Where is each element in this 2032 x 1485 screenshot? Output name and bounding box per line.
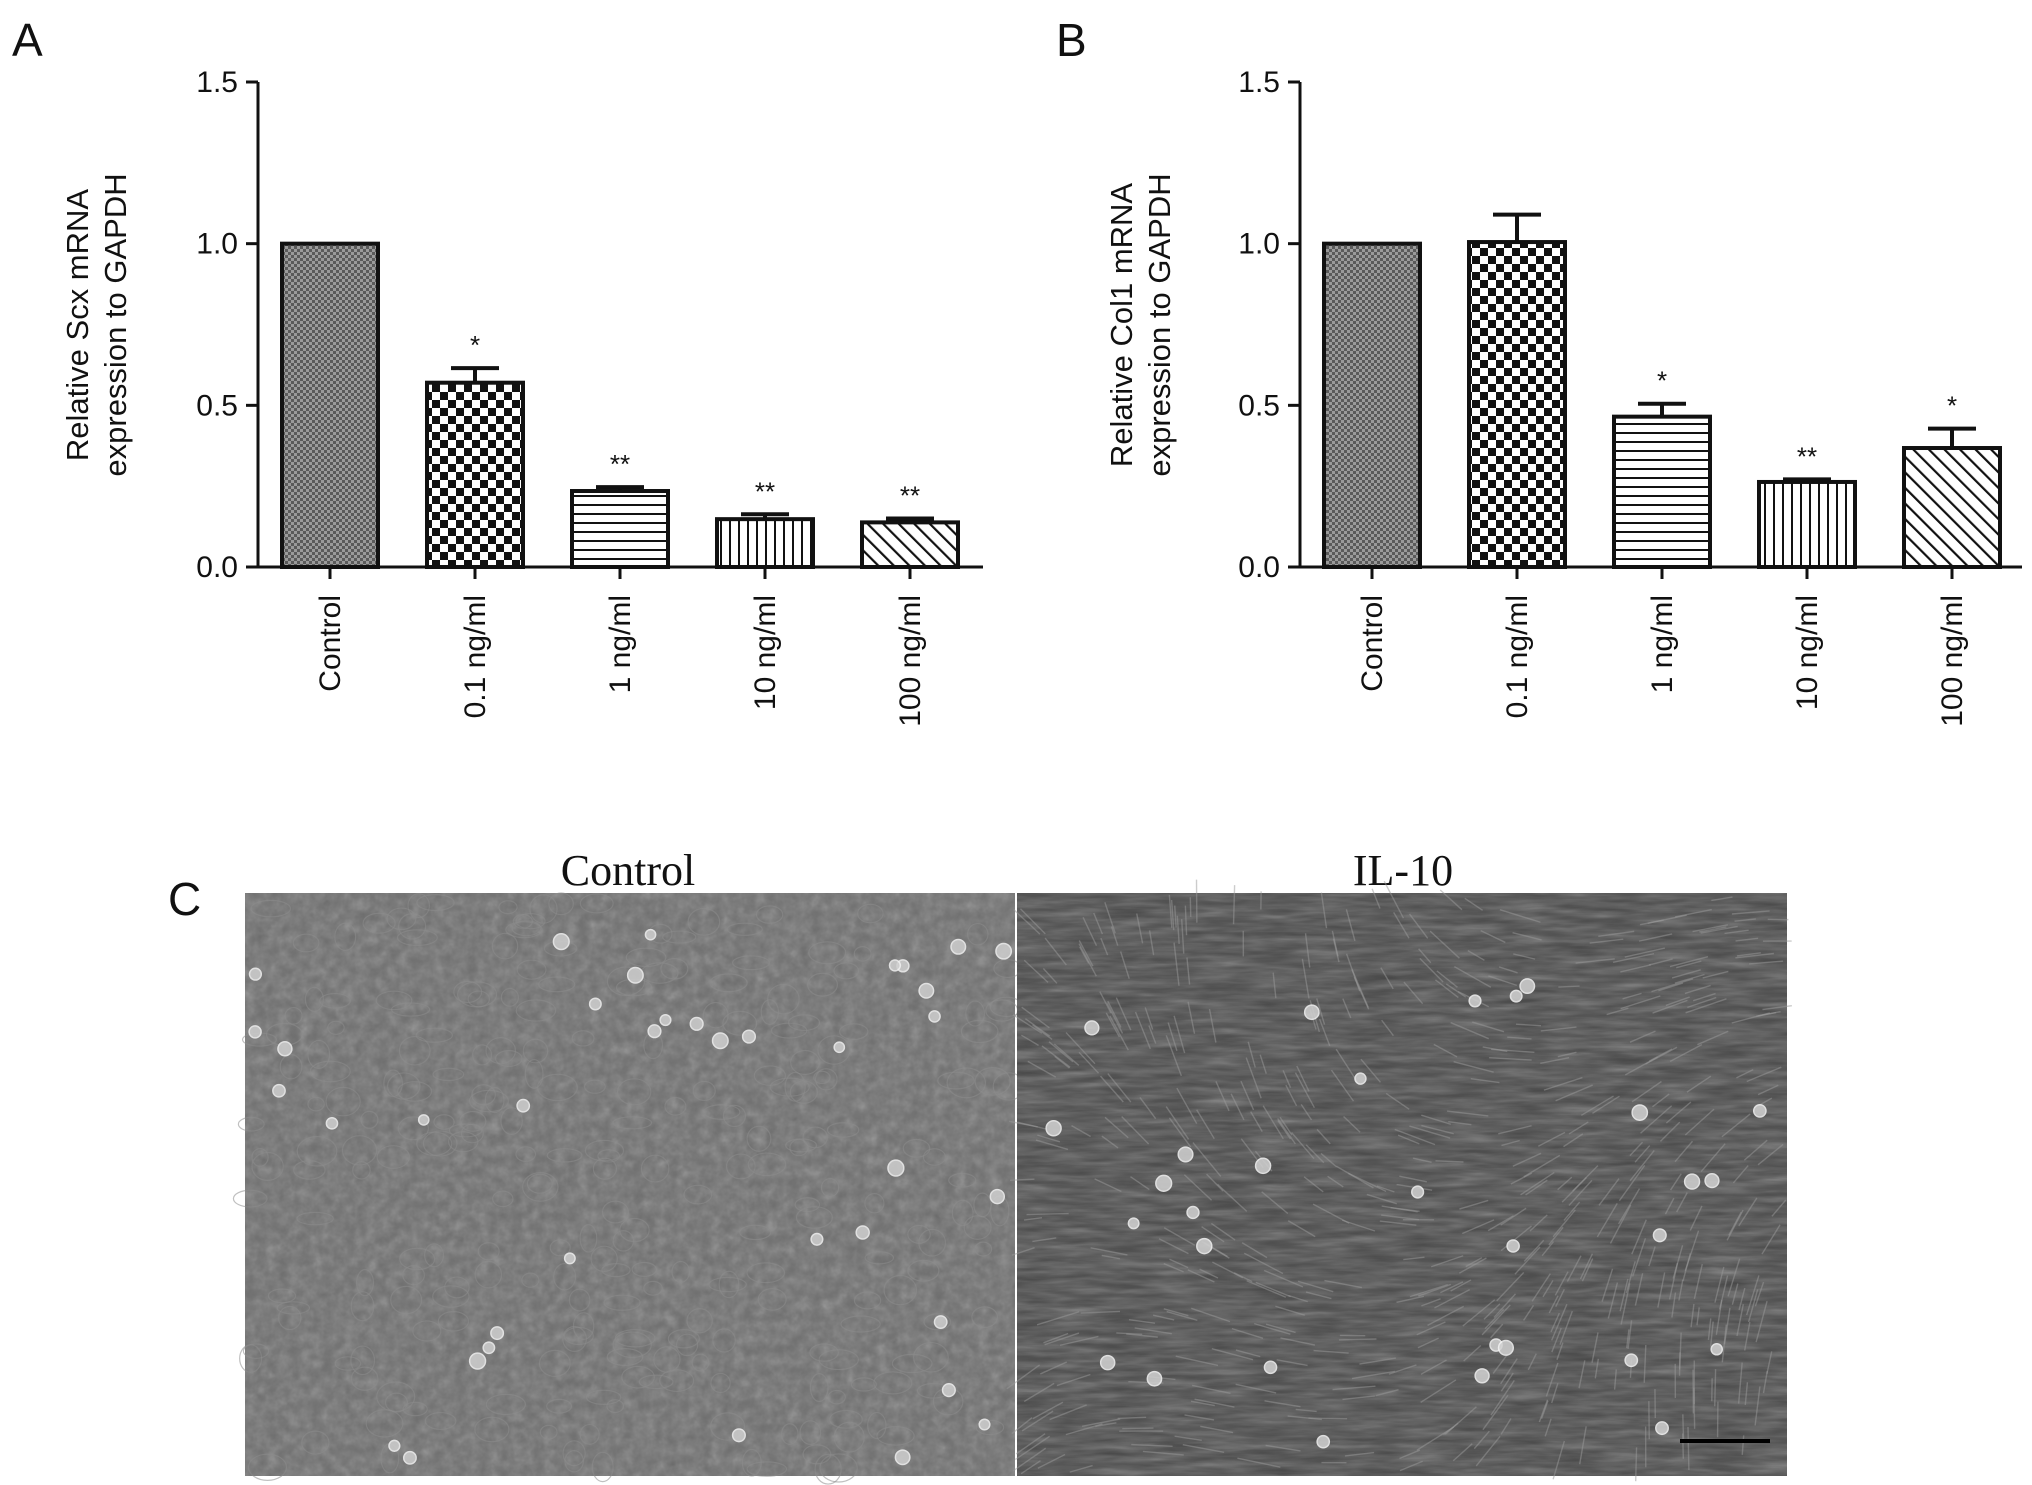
bar-a [715, 517, 815, 569]
control-image-title: Control [561, 846, 695, 895]
y-tick-label-a: 1.5 [196, 66, 238, 99]
bar-b [1757, 479, 1857, 570]
x-tick-label-a: Control [314, 595, 347, 692]
x-tick-label-b: 10 ng/ml [1791, 595, 1824, 710]
significance-label-b: * [1947, 391, 1957, 421]
y-tick-label-b: 1.5 [1238, 66, 1280, 99]
bar-b [1322, 241, 1422, 570]
significance-label-a: ** [610, 449, 630, 479]
significance-label-a: * [470, 330, 480, 360]
significance-label-a: ** [755, 476, 775, 506]
y-axis-title-line1-b: Relative Col1 mRNA [1104, 183, 1139, 468]
y-tick-label-a: 1.0 [196, 228, 238, 261]
il10-image-title: IL-10 [1353, 846, 1453, 895]
bar-a [425, 380, 525, 570]
panel-a-letter: A [12, 14, 43, 66]
y-tick-label-b: 1.0 [1238, 228, 1280, 261]
bar-a [570, 489, 670, 569]
bar-a [280, 241, 380, 570]
il10-micrograph [1006, 879, 1792, 1482]
panel-b-letter: B [1056, 14, 1087, 66]
x-tick-label-b: 1 ng/ml [1646, 595, 1679, 693]
bar-b [1612, 414, 1712, 569]
y-axis-title-line2-b: expression to GAPDH [1142, 173, 1177, 476]
significance-label-b: ** [1797, 441, 1817, 471]
bar-a [860, 520, 960, 570]
significance-label-b: * [1657, 366, 1667, 396]
chart-a: 0.0 0.5 1.0 1.5 Relative Scx mRNA expression … [60, 66, 983, 727]
x-tick-label-a: 1 ng/ml [604, 595, 637, 693]
panel-c-letter: C [168, 873, 201, 925]
y-axis-title-line2-a: expression to GAPDH [98, 173, 133, 476]
y-tick-label-a: 0.0 [196, 551, 238, 584]
y-tick-label-b: 0.0 [1238, 551, 1280, 584]
y-tick-label-b: 0.5 [1238, 389, 1280, 422]
bar-b [1902, 446, 2002, 569]
bar-b [1467, 240, 1567, 570]
x-tick-label-a: 100 ng/ml [894, 595, 927, 727]
x-tick-label-a: 10 ng/ml [749, 595, 782, 710]
significance-label-a: ** [900, 481, 920, 511]
y-axis-title-line1-a: Relative Scx mRNA [60, 189, 95, 461]
x-tick-label-b: Control [1356, 595, 1389, 692]
x-tick-label-b: 100 ng/ml [1936, 595, 1969, 727]
x-tick-label-b: 0.1 ng/ml [1501, 595, 1534, 718]
control-micrograph [232, 892, 1025, 1485]
y-tick-label-a: 0.5 [196, 389, 238, 422]
x-tick-label-a: 0.1 ng/ml [459, 595, 492, 718]
chart-b: 0.0 0.5 1.0 1.5 Relative Col1 mRNA expression… [1104, 66, 2022, 727]
